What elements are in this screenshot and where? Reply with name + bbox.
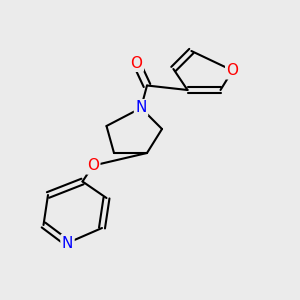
Text: O: O [226, 63, 238, 78]
Text: N: N [135, 100, 147, 116]
Text: N: N [62, 236, 73, 250]
Text: O: O [130, 56, 142, 70]
Text: O: O [87, 158, 99, 173]
